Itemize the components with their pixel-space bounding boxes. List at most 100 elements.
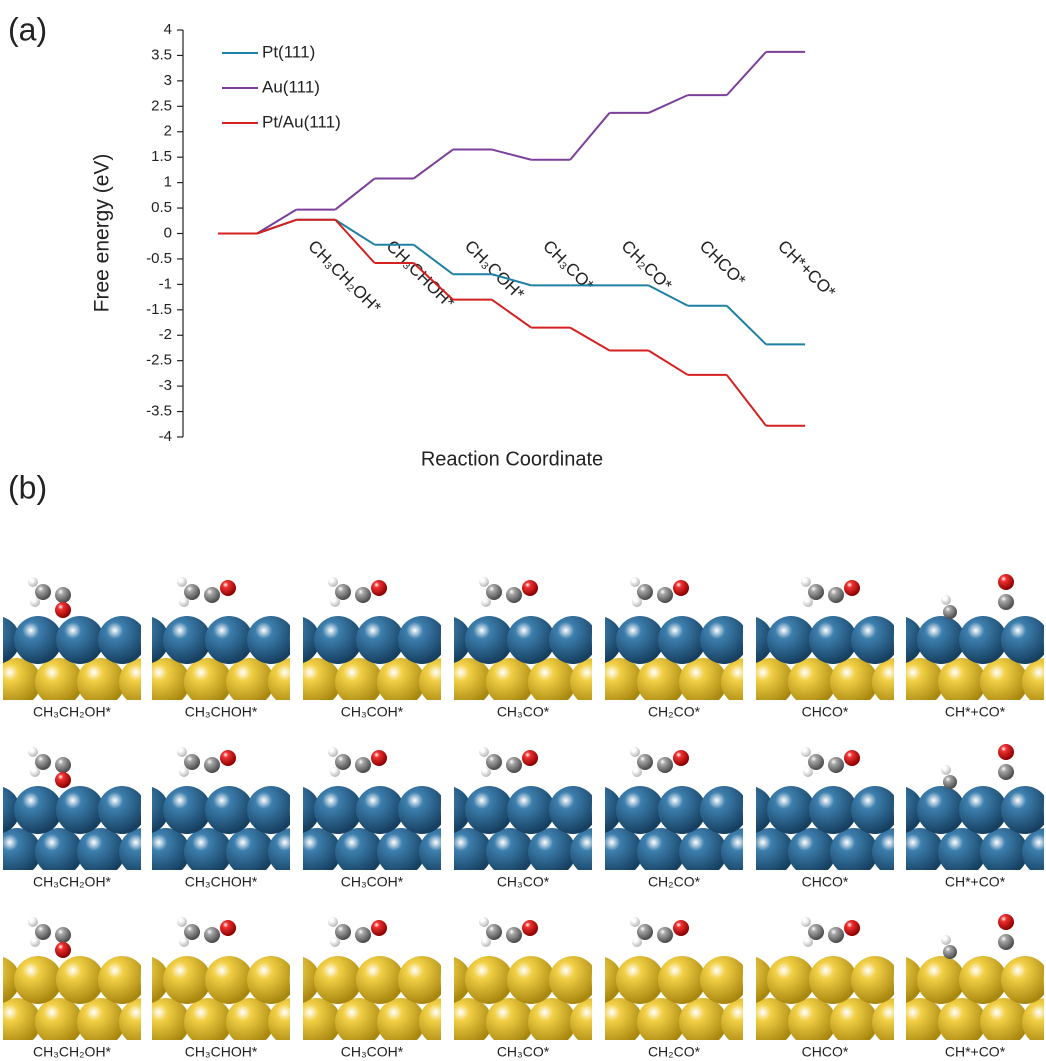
- structure-label: CH₃CO*: [497, 874, 550, 890]
- atom: [486, 658, 534, 706]
- atom: [788, 658, 836, 706]
- atom-c: [657, 927, 673, 943]
- atom: [896, 828, 944, 876]
- atom: [595, 658, 643, 706]
- atom-c: [486, 754, 502, 770]
- atom: [507, 616, 555, 664]
- atom: [77, 998, 125, 1046]
- atom: [377, 828, 425, 876]
- structure-label: CH₃CO*: [497, 704, 550, 720]
- atom: [658, 616, 706, 664]
- atom: [356, 616, 404, 664]
- atom-c: [506, 587, 522, 603]
- atom: [486, 828, 534, 876]
- atom: [377, 658, 425, 706]
- atom-o: [371, 920, 387, 936]
- atom-h: [803, 767, 813, 777]
- atom-h: [28, 747, 38, 757]
- atom-c: [998, 594, 1014, 610]
- connector: [570, 113, 609, 160]
- atom: [163, 956, 211, 1004]
- atom: [226, 658, 274, 706]
- atom: [746, 828, 794, 876]
- atom-c: [808, 584, 824, 600]
- atom-h: [801, 917, 811, 927]
- atom: [314, 786, 362, 834]
- atom-c: [55, 587, 71, 603]
- atom: [205, 956, 253, 1004]
- structure-label: CH₂CO*: [648, 874, 701, 890]
- structure-label: CH*+CO*: [945, 874, 1006, 890]
- y-tick-label: 2.5: [151, 97, 172, 114]
- atom-c: [335, 754, 351, 770]
- atom-h: [801, 577, 811, 587]
- atom-h: [330, 937, 340, 947]
- atom-c: [184, 924, 200, 940]
- atom: [14, 786, 62, 834]
- atom-h: [328, 917, 338, 927]
- atom: [184, 998, 232, 1046]
- atom-h: [330, 767, 340, 777]
- atom-h: [801, 747, 811, 757]
- atom: [549, 616, 597, 664]
- atom-c: [828, 757, 844, 773]
- x-tick-label: CH₃CO*: [539, 237, 598, 296]
- panel-label: (b): [8, 469, 47, 505]
- atom: [896, 998, 944, 1046]
- connector: [727, 375, 766, 426]
- atom-h: [179, 937, 189, 947]
- structure-label: CH₃COH*: [341, 874, 404, 890]
- atom: [377, 998, 425, 1046]
- atom-c: [355, 927, 371, 943]
- atom-h: [479, 917, 489, 927]
- atom: [896, 658, 944, 706]
- atom: [679, 998, 727, 1046]
- atom: [56, 956, 104, 1004]
- atom: [56, 786, 104, 834]
- atom: [398, 616, 446, 664]
- connector: [492, 150, 531, 160]
- atom: [444, 998, 492, 1046]
- connector: [649, 95, 688, 113]
- atom-c: [637, 754, 653, 770]
- x-tick-label: CHCO*: [696, 237, 750, 291]
- y-tick-label: -1.5: [146, 301, 172, 318]
- atom: [767, 956, 815, 1004]
- atom: [637, 828, 685, 876]
- y-tick-label: -3: [159, 377, 172, 394]
- atom-o: [998, 914, 1014, 930]
- structure-label: CH*+CO*: [945, 704, 1006, 720]
- atom: [616, 956, 664, 1004]
- atom: [528, 658, 576, 706]
- atom: [77, 828, 125, 876]
- figure: (a) (b) Free energy (eV) Reaction Coordi…: [0, 0, 1046, 1061]
- atom: [184, 828, 232, 876]
- atom-c: [637, 924, 653, 940]
- atom-c: [55, 927, 71, 943]
- atom-h: [177, 917, 187, 927]
- y-tick-label: 1.5: [151, 148, 172, 165]
- atom: [959, 956, 1007, 1004]
- atom: [398, 956, 446, 1004]
- atom: [14, 616, 62, 664]
- atom-h: [630, 747, 640, 757]
- legend-label: Pt(111): [262, 42, 315, 61]
- x-axis-title: Reaction Coordinate: [421, 448, 603, 470]
- atom: [917, 786, 965, 834]
- structure-label: CH₃CH₂OH*: [33, 704, 112, 720]
- structure-label: CH₃CHOH*: [185, 704, 258, 720]
- atom-h: [481, 597, 491, 607]
- atom-h: [803, 597, 813, 607]
- atom: [98, 616, 146, 664]
- atom-h: [941, 595, 951, 605]
- atom: [226, 998, 274, 1046]
- atom-h: [632, 937, 642, 947]
- atom: [658, 956, 706, 1004]
- y-tick-label: 1: [164, 174, 172, 191]
- atom-c: [998, 764, 1014, 780]
- atom: [184, 658, 232, 706]
- atom-c: [943, 775, 957, 789]
- atom-o: [844, 580, 860, 596]
- structure-label: CH₃CHOH*: [185, 1044, 258, 1060]
- atom: [98, 956, 146, 1004]
